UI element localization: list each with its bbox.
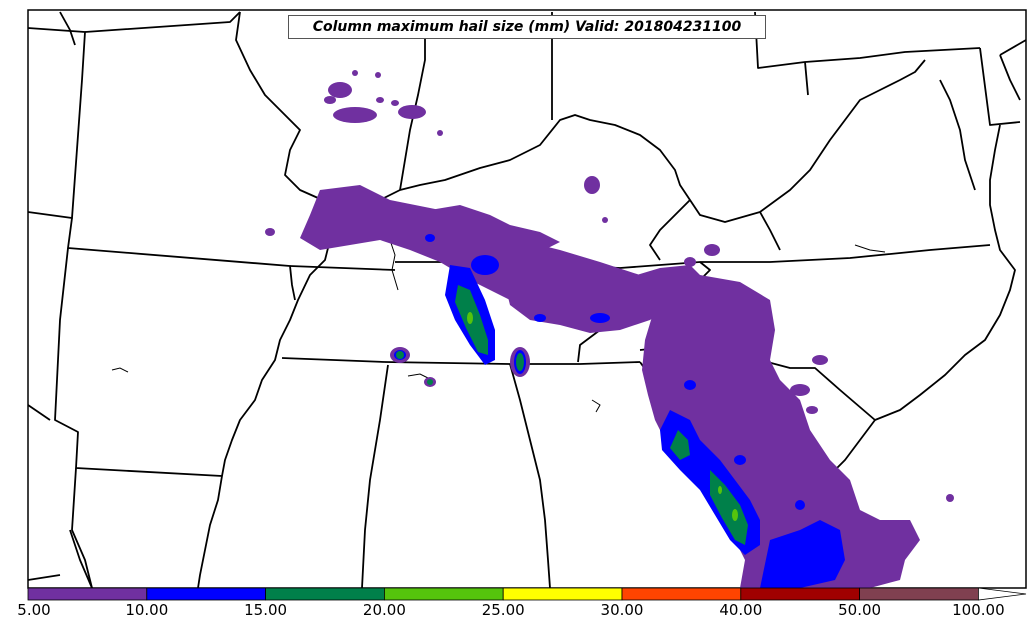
- map-title: Column maximum hail size (mm) Valid: 201…: [288, 15, 766, 39]
- colorbar-segment: [621, 587, 742, 601]
- colorbar-tick-label: 5.00: [17, 601, 51, 619]
- river-details: [111, 239, 886, 413]
- colorbar-segment: [502, 587, 623, 601]
- colorbar-tick-label: 40.00: [719, 601, 763, 619]
- colorbar-segment: [383, 587, 504, 601]
- colorbar-tick-label: 30.00: [600, 601, 644, 619]
- colorbar-tick-label: 100.00: [952, 601, 1005, 619]
- hail-20-25-mm: [467, 312, 738, 521]
- hail-5-10-mm: [265, 70, 954, 588]
- colorbar-segment: [740, 587, 860, 601]
- colorbar-tick-label: 10.00: [125, 601, 169, 619]
- colorbar-tick-label: 15.00: [244, 601, 288, 619]
- colorbar-extend-arrow: [978, 587, 1027, 601]
- colorbar-tick-label: 50.00: [838, 601, 882, 619]
- colorbar-segment: [27, 587, 148, 601]
- colorbar-tick-label: 25.00: [481, 601, 525, 619]
- colorbar-segment: [265, 587, 385, 601]
- colorbar-segment: [146, 587, 267, 601]
- hail-swaths: [265, 70, 954, 588]
- colorbar-segment: [859, 587, 979, 601]
- colorbar-tick-label: 20.00: [362, 601, 406, 619]
- colorbar: [27, 587, 1027, 601]
